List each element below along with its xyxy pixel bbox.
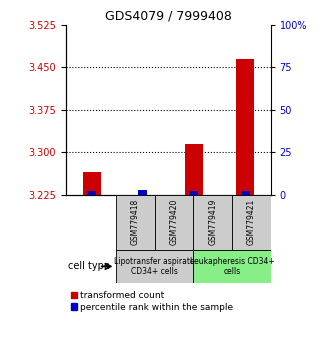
Bar	[193, 250, 271, 283]
Text: GSM779421: GSM779421	[247, 199, 256, 245]
Bar	[138, 190, 147, 195]
Text: GSM779420: GSM779420	[170, 199, 179, 245]
Text: GSM779418: GSM779418	[131, 199, 140, 245]
Bar	[185, 144, 203, 195]
Bar	[189, 191, 198, 195]
Bar	[87, 191, 96, 195]
Text: Leukapheresis CD34+
cells: Leukapheresis CD34+ cells	[190, 257, 274, 276]
Title: GDS4079 / 7999408: GDS4079 / 7999408	[105, 9, 232, 22]
Legend: transformed count, percentile rank within the sample: transformed count, percentile rank withi…	[71, 291, 234, 312]
Bar	[116, 195, 155, 250]
Bar	[232, 195, 271, 250]
Text: GSM779419: GSM779419	[208, 199, 217, 245]
Bar	[236, 59, 254, 195]
Text: cell type: cell type	[68, 261, 110, 272]
Bar	[241, 191, 249, 195]
Bar	[82, 172, 101, 195]
Bar	[116, 250, 193, 283]
Text: Lipotransfer aspirate
CD34+ cells: Lipotransfer aspirate CD34+ cells	[115, 257, 195, 276]
Bar	[155, 195, 193, 250]
Bar	[193, 195, 232, 250]
